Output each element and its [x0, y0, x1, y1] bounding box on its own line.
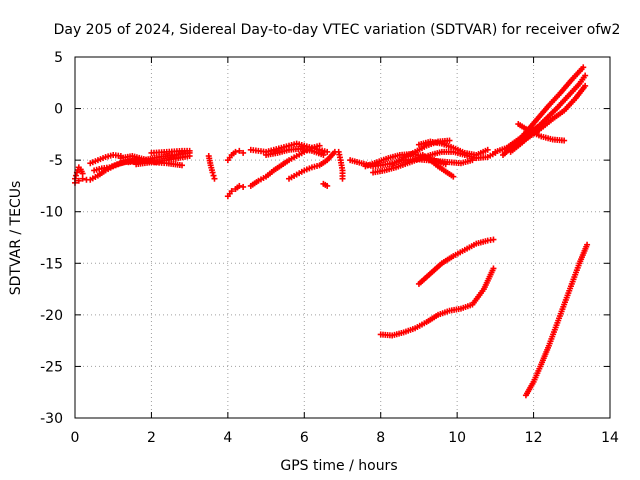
data-point	[236, 147, 243, 154]
x-tick-label: 0	[71, 430, 80, 446]
data-point	[211, 175, 218, 182]
data-point	[324, 182, 331, 189]
y-tick-label: -20	[40, 308, 63, 324]
y-tick-label: -25	[40, 359, 63, 375]
data-point	[534, 124, 541, 131]
data-point	[561, 137, 568, 144]
x-tick-label: 2	[147, 430, 156, 446]
y-tick-label: 0	[54, 102, 63, 118]
data-point	[450, 173, 457, 180]
data-point	[236, 182, 243, 189]
x-tick-label: 8	[376, 430, 385, 446]
data-point	[316, 142, 323, 149]
data-point	[228, 188, 235, 195]
data-point	[446, 137, 453, 144]
y-axis-label: SDTVAR / TECUs	[8, 181, 24, 296]
y-tick-label: -5	[49, 153, 63, 169]
data-point	[240, 183, 247, 190]
data-point	[75, 177, 82, 184]
data-point	[79, 170, 86, 177]
data-point	[79, 175, 86, 182]
data-points	[72, 64, 591, 399]
axis-ticks: 0 2 4 6 8 10 12 14 5 0 -5 -10 -15 -20 -25 -30	[40, 50, 619, 446]
data-point	[339, 175, 346, 182]
y-tick-label: -15	[40, 256, 63, 272]
data-point	[232, 148, 239, 155]
data-point	[320, 151, 327, 158]
grid	[75, 57, 610, 418]
data-point	[582, 82, 589, 89]
plot-frame	[74, 56, 611, 419]
x-tick-label: 4	[223, 430, 232, 446]
y-tick-label: -10	[40, 205, 63, 221]
data-point	[442, 161, 449, 168]
data-point	[582, 72, 589, 79]
y-tick-label: -30	[40, 411, 63, 427]
data-point	[72, 172, 79, 179]
data-point	[584, 241, 591, 248]
data-point	[484, 146, 491, 153]
y-tick-label: 5	[54, 50, 63, 66]
data-point	[179, 162, 185, 169]
data-point	[490, 265, 497, 272]
data-point	[186, 147, 193, 154]
chart-title: Day 205 of 2024, Sidereal Day-to-day VTE…	[54, 22, 621, 38]
x-tick-label: 6	[300, 430, 309, 446]
data-point	[240, 149, 247, 156]
x-axis-label: GPS time / hours	[280, 458, 397, 474]
data-point	[490, 236, 497, 243]
data-point	[210, 172, 217, 179]
data-point	[580, 64, 587, 71]
data-point	[324, 148, 331, 155]
x-tick-label: 12	[525, 430, 543, 446]
data-point	[209, 169, 216, 176]
x-tick-label: 14	[601, 430, 619, 446]
x-tick-label: 10	[448, 430, 466, 446]
